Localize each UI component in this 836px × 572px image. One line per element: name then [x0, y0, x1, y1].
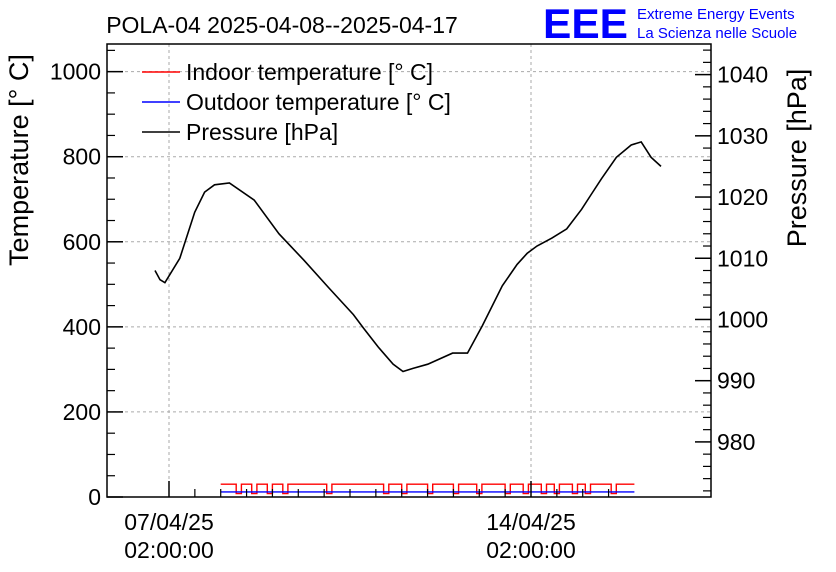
- y2-axis-label: Pressure [hPa]: [782, 69, 812, 248]
- series-line-indoor-temperature: [220, 483, 635, 495]
- eee-logo-line2: La Scienza nelle Scuole: [637, 25, 797, 42]
- y-tick-label: 0: [88, 484, 101, 510]
- y-tick-label: 1000: [50, 59, 101, 85]
- y2-tick-label: 990: [717, 368, 755, 394]
- y-tick-label: 400: [63, 314, 101, 340]
- y-tick-label: 200: [63, 399, 101, 425]
- x-tick-label-time: 02:00:00: [486, 537, 576, 563]
- y2-tick-label: 1010: [717, 245, 768, 271]
- y-axis-label: Temperature [° C]: [4, 54, 34, 266]
- series-line-pressure: [154, 140, 662, 373]
- eee-logo-line1: Extreme Energy Events: [637, 6, 795, 23]
- grid: [107, 44, 711, 497]
- y2-tick-label: 1020: [717, 184, 768, 210]
- x-tick-label-date: 07/04/25: [124, 509, 214, 535]
- y2-tick-label: 980: [717, 429, 755, 455]
- x-tick-label-date: 14/04/25: [486, 509, 576, 535]
- legend-label-outdoor: Outdoor temperature [° C]: [186, 89, 451, 115]
- chart-title: POLA-04 2025-04-08--2025-04-17: [106, 12, 458, 38]
- eee-logo-mark: EEE: [543, 0, 628, 47]
- x-tick-label-time: 02:00:00: [124, 537, 214, 563]
- y2-tick-label: 1030: [717, 123, 768, 149]
- y-tick-label: 800: [63, 144, 101, 170]
- legend-label-indoor: Indoor temperature [° C]: [186, 59, 433, 85]
- axes: 0 200 400 600 800 1000 980 990 1000 1010 1020 1030 1…: [50, 49, 768, 563]
- y2-tick-label: 1000: [717, 306, 768, 332]
- legend-label-pressure: Pressure [hPa]: [186, 119, 338, 145]
- legend: Indoor temperature [° C] Outdoor tempera…: [142, 59, 451, 145]
- y-tick-label: 600: [63, 229, 101, 255]
- eee-logo: EEE Extreme Energy Events La Scienza nel…: [543, 0, 797, 47]
- y2-tick-label: 1040: [717, 62, 768, 88]
